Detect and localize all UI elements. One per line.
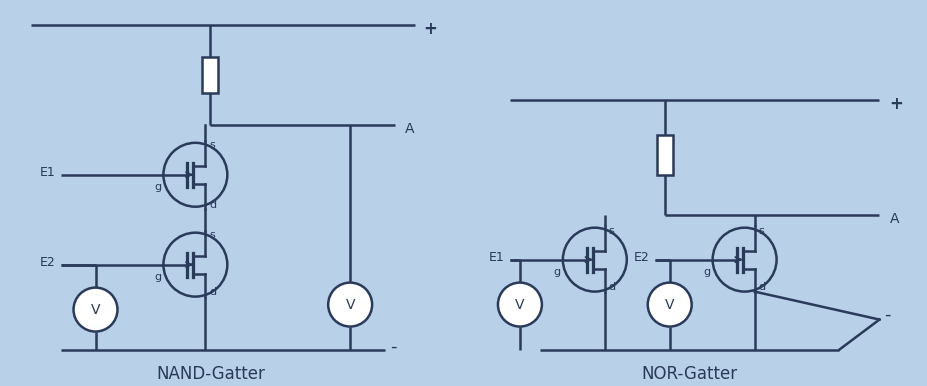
Text: E1: E1 <box>489 251 504 264</box>
Text: E1: E1 <box>40 166 56 179</box>
Circle shape <box>498 283 541 327</box>
Text: d: d <box>757 282 765 291</box>
Text: A: A <box>405 122 414 136</box>
Text: A: A <box>888 212 898 226</box>
Text: d: d <box>608 282 616 291</box>
Text: NAND-Gatter: NAND-Gatter <box>156 366 264 383</box>
Text: s: s <box>608 226 614 236</box>
Text: s: s <box>210 230 215 240</box>
Circle shape <box>163 143 227 207</box>
Text: -: - <box>883 306 890 323</box>
Text: E2: E2 <box>633 251 649 264</box>
Text: g: g <box>154 182 161 192</box>
Text: d: d <box>210 200 216 210</box>
Circle shape <box>73 288 118 332</box>
Text: d: d <box>210 286 216 296</box>
Text: +: + <box>423 20 437 38</box>
Bar <box>202 57 218 93</box>
Text: +: + <box>888 95 902 113</box>
Circle shape <box>328 283 372 327</box>
Text: -: - <box>389 337 396 356</box>
Text: g: g <box>703 267 710 277</box>
Text: s: s <box>210 140 215 150</box>
Text: V: V <box>665 298 674 312</box>
Text: E2: E2 <box>40 256 56 269</box>
Text: s: s <box>757 226 764 236</box>
Text: g: g <box>154 272 161 282</box>
Bar <box>656 135 672 175</box>
Circle shape <box>163 233 227 296</box>
Circle shape <box>712 228 776 291</box>
Text: V: V <box>345 298 354 312</box>
Text: NOR-Gatter: NOR-Gatter <box>641 366 737 383</box>
Text: V: V <box>514 298 524 312</box>
Circle shape <box>647 283 691 327</box>
Text: g: g <box>553 267 560 277</box>
Circle shape <box>563 228 626 291</box>
Text: V: V <box>91 303 100 317</box>
